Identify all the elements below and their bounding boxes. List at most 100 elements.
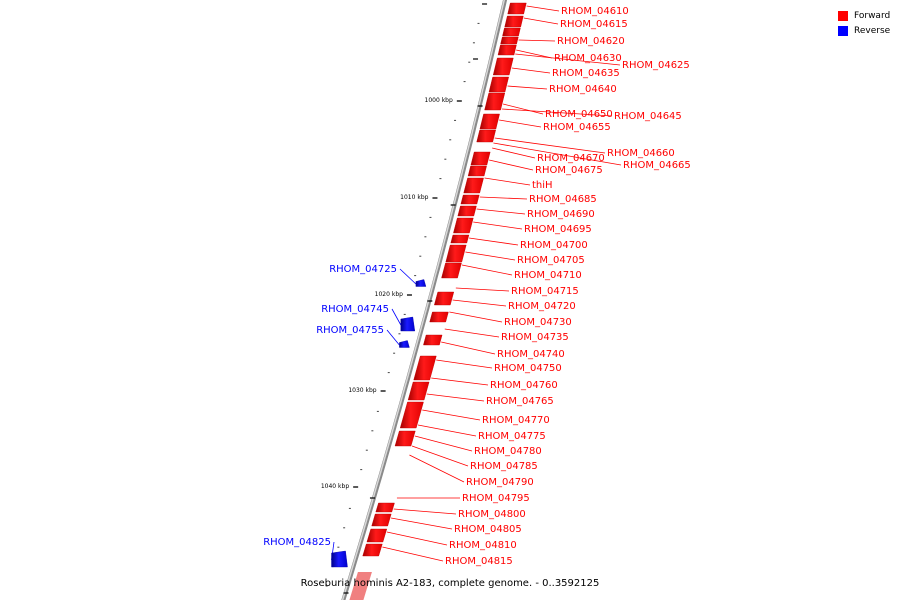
forward-gene-block[interactable] <box>366 528 388 543</box>
forward-gene-label[interactable]: RHOM_04645 <box>614 111 682 122</box>
forward-gene-label[interactable]: RHOM_04705 <box>517 255 585 266</box>
forward-gene-block[interactable] <box>429 311 449 323</box>
forward-gene-block[interactable] <box>453 217 474 234</box>
forward-leader-line <box>493 142 622 166</box>
forward-gene-block[interactable] <box>500 36 519 45</box>
forward-gene-label[interactable]: RHOM_04630 <box>554 53 622 64</box>
forward-gene-label[interactable]: RHOM_04770 <box>482 415 550 426</box>
forward-leader-line <box>414 435 473 452</box>
forward-gene-block[interactable] <box>476 129 496 143</box>
forward-gene-label[interactable]: RHOM_04735 <box>501 332 569 343</box>
tick-label: 1040 kbp <box>321 483 349 490</box>
legend-reverse-label: Reverse <box>854 25 891 36</box>
forward-gene-block[interactable] <box>470 151 491 166</box>
forward-gene-block[interactable] <box>375 502 395 513</box>
forward-gene-block[interactable] <box>423 334 443 346</box>
forward-gene-block[interactable] <box>484 92 506 111</box>
forward-leader-line <box>449 311 503 323</box>
reverse-gene-block[interactable] <box>415 279 427 287</box>
forward-gene-block[interactable] <box>399 401 424 429</box>
forward-leader-line <box>386 531 448 546</box>
forward-gene-label[interactable]: RHOM_04660 <box>607 148 675 159</box>
legend-forward[interactable]: Forward <box>838 8 890 23</box>
forward-gene-block[interactable] <box>434 291 455 306</box>
forward-gene-label[interactable]: RHOM_04765 <box>486 396 554 407</box>
reverse-gene-block[interactable] <box>399 340 410 348</box>
forward-gene-label[interactable]: RHOM_04650 <box>545 109 613 120</box>
forward-gene-label[interactable]: RHOM_04610 <box>561 6 629 17</box>
forward-gene-label[interactable]: RHOM_04700 <box>520 240 588 251</box>
forward-gene-label[interactable]: RHOM_04665 <box>623 160 691 171</box>
legend-reverse[interactable]: Reverse <box>838 23 890 38</box>
forward-leader-line <box>502 103 544 115</box>
forward-leader-line <box>461 264 513 276</box>
forward-gene-block[interactable] <box>497 44 517 56</box>
forward-gene-label[interactable]: RHOM_04655 <box>543 122 611 133</box>
forward-gene-label[interactable]: RHOM_04715 <box>511 286 579 297</box>
forward-gene-block[interactable] <box>488 76 509 93</box>
forward-gene-block[interactable] <box>479 113 500 130</box>
forward-gene-block[interactable] <box>450 234 470 244</box>
forward-gene-label[interactable]: RHOM_04790 <box>466 477 534 488</box>
forward-gene-block[interactable] <box>502 27 521 37</box>
forward-gene-label[interactable]: RHOM_04720 <box>508 301 576 312</box>
forward-gene-label[interactable]: RHOM_04805 <box>454 524 522 535</box>
forward-leader-line <box>473 221 523 230</box>
forward-gene-block[interactable] <box>394 430 416 447</box>
forward-gene-block[interactable] <box>504 15 524 28</box>
forward-leader-line <box>489 159 534 171</box>
forward-gene-block[interactable] <box>492 57 514 76</box>
forward-gene-block[interactable] <box>362 543 383 557</box>
forward-leader-line <box>411 445 469 467</box>
forward-gene-label[interactable]: RHOM_04640 <box>549 84 617 95</box>
forward-gene-label[interactable]: RHOM_04775 <box>478 431 546 442</box>
forward-leader-line <box>518 39 556 42</box>
reverse-gene-label[interactable]: RHOM_04825 <box>263 537 331 548</box>
forward-gene-label[interactable]: RHOM_04625 <box>622 60 690 71</box>
forward-gene-label[interactable]: thiH <box>532 180 553 191</box>
forward-gene-label[interactable]: RHOM_04815 <box>445 556 513 567</box>
forward-gene-label[interactable]: RHOM_04675 <box>535 165 603 176</box>
forward-gene-block[interactable] <box>463 177 484 194</box>
reverse-gene-label[interactable]: RHOM_04725 <box>329 264 397 275</box>
forward-gene-label[interactable]: RHOM_04690 <box>527 209 595 220</box>
forward-gene-label[interactable]: RHOM_04780 <box>474 446 542 457</box>
forward-gene-label[interactable]: RHOM_04710 <box>514 270 582 281</box>
forward-leader-line <box>469 237 519 246</box>
forward-gene-block[interactable] <box>507 2 527 15</box>
forward-gene-label[interactable]: RHOM_04670 <box>537 153 605 164</box>
reverse-gene-block[interactable] <box>400 316 416 332</box>
forward-gene-block[interactable] <box>349 572 372 600</box>
forward-gene-label[interactable]: RHOM_04620 <box>557 36 625 47</box>
forward-gene-block[interactable] <box>407 381 430 401</box>
forward-gene-label[interactable]: RHOM_04740 <box>497 349 565 360</box>
genome-backbone <box>341 0 508 600</box>
forward-gene-block[interactable] <box>445 244 467 263</box>
forward-leader-line <box>409 454 465 483</box>
forward-gene-label[interactable]: RHOM_04730 <box>504 317 572 328</box>
forward-gene-block[interactable] <box>460 194 480 205</box>
forward-gene-label[interactable]: RHOM_04695 <box>524 224 592 235</box>
reverse-gene-block[interactable] <box>331 550 348 568</box>
forward-gene-label[interactable]: RHOM_04785 <box>470 461 538 472</box>
forward-gene-block[interactable] <box>441 262 462 279</box>
forward-leader-line <box>507 85 548 90</box>
forward-leader-line <box>422 409 481 421</box>
forward-gene-block[interactable] <box>467 165 487 177</box>
forward-gene-label[interactable]: RHOM_04750 <box>494 363 562 374</box>
forward-gene-label[interactable]: RHOM_04635 <box>552 68 620 79</box>
forward-gene-label[interactable]: RHOM_04760 <box>490 380 558 391</box>
forward-gene-label[interactable]: RHOM_04685 <box>529 194 597 205</box>
reverse-gene-label[interactable]: RHOM_04745 <box>321 304 389 315</box>
forward-gene-label[interactable]: RHOM_04810 <box>449 540 517 551</box>
forward-gene-block[interactable] <box>371 513 392 527</box>
reverse-gene-label[interactable]: RHOM_04755 <box>316 325 384 336</box>
forward-gene-block[interactable] <box>457 205 477 217</box>
forward-gene-label[interactable]: RHOM_04615 <box>560 19 628 30</box>
forward-leader-line <box>494 137 606 154</box>
forward-leader-line <box>511 67 551 74</box>
forward-gene-label[interactable]: RHOM_04800 <box>458 509 526 520</box>
forward-gene-label[interactable]: RHOM_04795 <box>462 493 530 504</box>
forward-gene-block[interactable] <box>413 355 437 381</box>
